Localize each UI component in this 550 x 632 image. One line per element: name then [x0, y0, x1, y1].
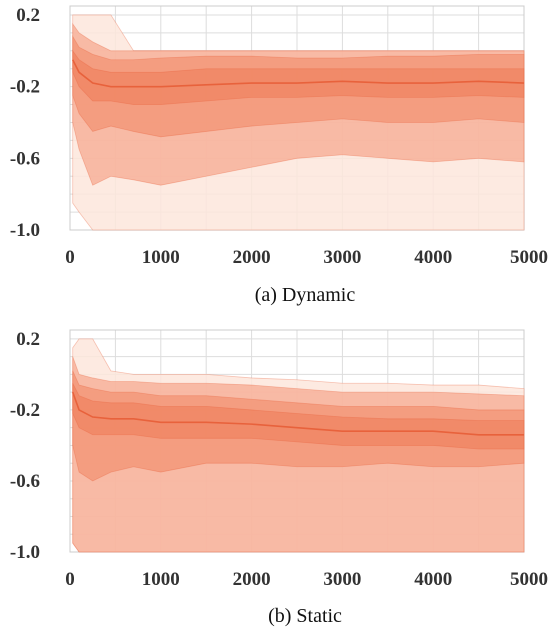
y-tick-label: 0.2 [16, 5, 40, 26]
y-tick-label: -0.2 [10, 77, 40, 98]
y-tick-label: -0.2 [10, 400, 40, 421]
x-tick-label: 1000 [142, 247, 180, 268]
y-tick-label: 0.2 [16, 329, 40, 350]
series-median-line [72, 59, 525, 88]
x-tick-label: 4000 [414, 569, 452, 590]
series-band-inner [72, 383, 525, 450]
series-median-line [71, 391, 524, 436]
x-tick-label: 5000 [510, 569, 548, 590]
caption-dynamic: (a) Dynamic [255, 284, 356, 306]
x-tick-label: 3000 [323, 247, 361, 268]
x-tick-label: 1000 [142, 569, 180, 590]
chart-panel-static: 0.2 -0.2 -0.6 -1.0 0 1000 2000 3000 4000 5000 (b) … [10, 329, 548, 627]
x-tick-label: 5000 [510, 247, 548, 268]
x-tick-label: 0 [65, 247, 75, 268]
y-tick-label: -0.6 [10, 148, 40, 169]
y-tick-label: -1.0 [10, 542, 40, 563]
caption-static: (b) Static [268, 605, 342, 627]
x-tick-label: 4000 [414, 247, 452, 268]
y-tick-label: -1.0 [10, 220, 40, 241]
x-tick-label: 2000 [233, 569, 271, 590]
x-tick-label: 3000 [323, 569, 361, 590]
chart-panel-dynamic: 0.2 -0.2 -0.6 -1.0 0 1000 2000 3000 4000 5000 (a) … [10, 5, 548, 306]
x-tick-label: 0 [65, 569, 75, 590]
y-tick-label: -0.6 [10, 471, 40, 492]
x-tick-label: 2000 [233, 247, 271, 268]
series-band-inner [72, 49, 525, 105]
